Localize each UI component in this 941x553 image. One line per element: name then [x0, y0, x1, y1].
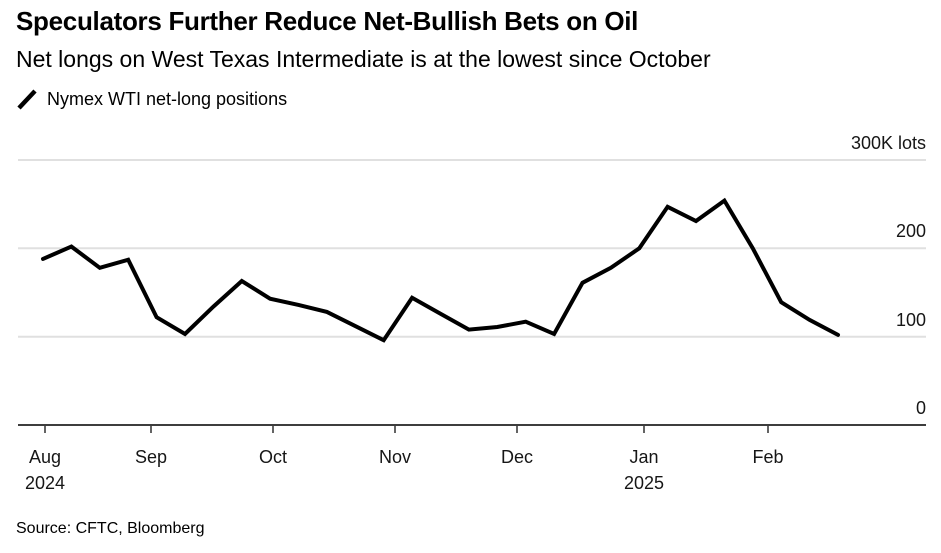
y-axis-label-300: 300K lots [851, 133, 926, 153]
y-axis-label-200: 200 [896, 221, 926, 241]
x-axis-label-nov: Nov [379, 447, 411, 467]
legend-series-label: Nymex WTI net-long positions [47, 88, 288, 109]
x-axis-label-sep: Sep [135, 447, 167, 467]
series-layer [41, 197, 840, 343]
y-axis-label-0: 0 [916, 398, 926, 418]
x-axis-label-oct: Oct [259, 447, 287, 467]
series-line [41, 197, 840, 343]
x-axis-label-dec: Dec [501, 447, 533, 467]
x-axis-labels: Aug Sep Oct Nov Dec Jan Feb 2024 2025 [25, 447, 784, 493]
y-axis-labels: 300K lots 200 100 0 [851, 133, 926, 418]
x-axis-year-2025: 2025 [624, 473, 664, 493]
gridlines [18, 159, 926, 338]
chart-subtitle: Net longs on West Texas Intermediate is … [16, 46, 711, 72]
x-axis-label-aug: Aug [29, 447, 61, 467]
x-axis-year-2024: 2024 [25, 473, 65, 493]
x-axis-label-feb: Feb [752, 447, 783, 467]
series-line-icon [17, 89, 37, 110]
source-note: Source: CFTC, Bloomberg [16, 520, 205, 537]
chart-title: Speculators Further Reduce Net-Bullish B… [16, 6, 639, 36]
legend: Nymex WTI net-long positions [16, 87, 287, 111]
x-axis-label-jan: Jan [629, 447, 658, 467]
x-axis [18, 424, 926, 433]
y-axis-label-100: 100 [896, 310, 926, 330]
